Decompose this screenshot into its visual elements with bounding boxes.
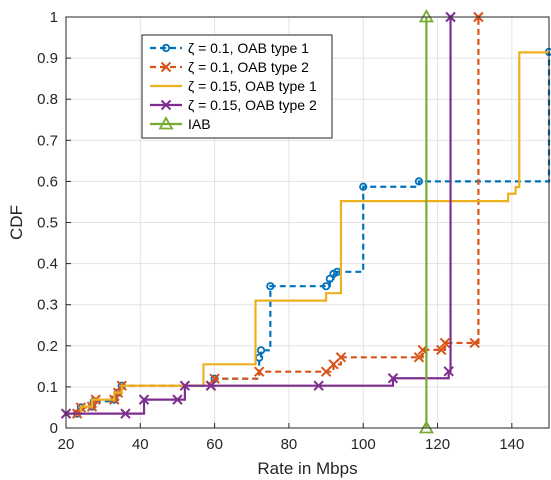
series-line [77, 17, 480, 415]
y-tick-label: 0.1 [37, 379, 58, 396]
legend-item: ζ = 0.15, OAB type 2 [150, 97, 317, 113]
x-marker [443, 366, 454, 377]
triangle-marker [418, 9, 434, 23]
y-tick-label: 0.8 [37, 91, 58, 108]
x-axis-label: Rate in Mbps [257, 459, 357, 478]
x-marker [439, 337, 451, 349]
series-5 [418, 9, 434, 434]
y-tick-label: 0.5 [37, 215, 58, 232]
x-tick-label: 140 [499, 436, 524, 453]
circle-marker [256, 346, 266, 355]
x-tick-label: 60 [206, 436, 223, 453]
x-marker [120, 408, 131, 419]
y-tick-label: 0.3 [37, 297, 58, 314]
y-tick-label: 0 [50, 420, 58, 437]
legend-label: ζ = 0.1, OAB type 2 [188, 59, 309, 75]
x-marker [205, 380, 217, 391]
legend-item: ζ = 0.1, OAB type 1 [150, 40, 309, 56]
legend-item: ζ = 0.1, OAB type 2 [150, 59, 309, 75]
y-tick-label: 0.7 [37, 132, 58, 149]
x-tick-label: 100 [351, 436, 376, 453]
circle-marker [161, 43, 171, 53]
triangle-marker [158, 116, 174, 130]
circle-marker [414, 177, 424, 186]
x-marker [209, 373, 220, 384]
x-tick-label: 40 [132, 436, 149, 453]
x-marker [253, 366, 265, 377]
series-line [77, 51, 551, 415]
circle-marker [359, 182, 368, 191]
x-marker [160, 99, 172, 111]
x-marker [413, 352, 425, 363]
y-tick-label: 0.2 [37, 338, 58, 355]
legend-label: ζ = 0.15, OAB type 1 [188, 78, 317, 94]
x-marker [436, 344, 447, 356]
legend: ζ = 0.1, OAB type 1 ζ = 0.1, OAB type 2 ζ … [141, 34, 333, 139]
x-tick-label: 80 [281, 436, 298, 453]
ticks: 20 40 60 80 100 120 140 0 0.1 0.2 0.3 0.4 0.5 0.6 0.7 0… [37, 9, 524, 453]
legend-label: IAB [188, 116, 211, 132]
x-tick-label: 20 [58, 436, 75, 453]
series-4 [60, 11, 456, 419]
y-tick-label: 0.4 [37, 256, 58, 273]
x-marker [387, 373, 399, 384]
legend-label: ζ = 0.15, OAB type 2 [188, 97, 317, 113]
legend-label: ζ = 0.1, OAB type 1 [188, 40, 309, 56]
x-marker [172, 394, 183, 405]
legend-item: ζ = 0.15, OAB type 1 [150, 78, 317, 94]
y-tick-label: 0.6 [37, 173, 58, 190]
x-marker [335, 352, 347, 363]
x-tick-label: 120 [425, 436, 450, 453]
series-layer [60, 9, 551, 434]
y-tick-label: 1 [50, 9, 58, 26]
series-3 [66, 51, 549, 415]
x-marker [160, 61, 172, 73]
x-marker [179, 380, 191, 391]
circle-marker [266, 282, 275, 291]
y-tick-label: 0.9 [37, 50, 58, 67]
y-axis-label: CDF [7, 205, 26, 240]
circle-marker [321, 282, 331, 291]
series-line [66, 51, 549, 415]
triangle-marker [418, 420, 434, 434]
x-marker [313, 380, 324, 391]
x-marker [469, 337, 480, 349]
legend-item: IAB [150, 116, 211, 132]
x-marker [138, 394, 150, 405]
